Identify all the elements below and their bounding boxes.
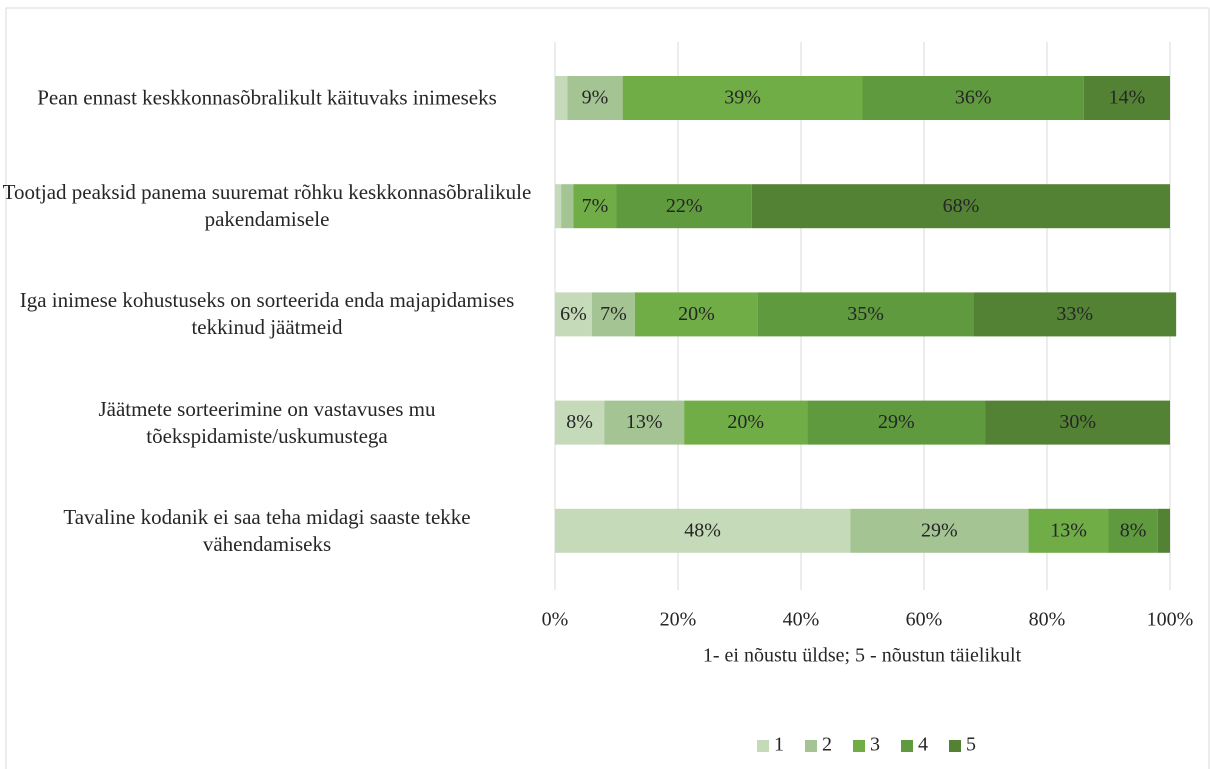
bar-segment [591,292,635,337]
bar-segment [751,184,1170,229]
legend-swatch [949,740,961,752]
bar-segment [1028,508,1109,553]
data-label: 13% [1050,519,1087,541]
legend-label: 3 [870,734,880,756]
y-tick-label: Jäätmete sorteerimine on vastavuses mu t… [98,396,436,448]
bar-segment [684,400,808,445]
data-label: 14% [1109,87,1146,109]
y-tick-label: Iga inimese kohustuseks on sorteerida en… [19,288,515,340]
y-tick-label: Tavaline kodanik ei saa teha midagi saas… [63,504,471,556]
data-label: 13% [626,411,663,433]
legend-label: 4 [918,734,928,756]
y-tick-label: Pean ennast keskkonnasõbralikult käituva… [37,85,497,110]
data-label: 22% [666,195,703,217]
bar-segment [604,400,685,445]
legend-swatch [853,740,865,752]
data-label: 33% [1056,303,1093,325]
bar-segment [1083,76,1170,120]
bar-segment [985,400,1170,445]
legend-label: 2 [822,734,832,756]
bar-segment [973,292,1177,337]
bar-segment [757,292,974,337]
x-tick-label: 40% [783,609,820,631]
data-label: 7% [600,303,627,325]
bar-segment [1157,508,1170,553]
data-label: 48% [684,519,721,541]
data-label: 7% [582,195,609,217]
x-axis-title: 1- ei nõustu üldse; 5 - nõustun täieliku… [703,645,1022,667]
data-label: 35% [847,303,884,325]
bar-segment [807,400,986,445]
data-label: 36% [955,87,992,109]
chart-border [5,7,1210,769]
data-label: 39% [724,87,761,109]
legend-label: 5 [966,734,976,756]
x-tick-label: 20% [660,609,697,631]
data-label: 20% [727,411,764,433]
data-label: 8% [566,411,593,433]
bar-segment [555,292,592,337]
bar-segment [616,184,752,229]
data-label: 6% [560,303,587,325]
bar-segment [555,184,562,229]
legend-swatch [805,740,817,752]
data-label: 29% [878,411,915,433]
legend-swatch [901,740,913,752]
bar-segment [1108,508,1158,553]
bar-segment [567,76,623,120]
x-tick-label: 60% [906,609,943,631]
data-label: 29% [921,519,958,541]
x-tick-label: 100% [1147,609,1194,631]
legend-label: 1 [774,734,784,756]
x-tick-label: 0% [542,609,569,631]
data-label: 20% [678,303,715,325]
data-label: 68% [943,195,980,217]
data-label: 30% [1059,411,1096,433]
data-label: 9% [582,87,609,109]
bar-segment [862,76,1084,120]
bar-segment [634,292,758,337]
bar-segment [555,400,605,445]
data-label: 8% [1120,519,1147,541]
bar-segment [555,508,851,553]
bar-segment [850,508,1029,553]
y-tick-label: Tootjad peaksid panema suuremat rõhku ke… [2,180,532,232]
legend-swatch [757,740,769,752]
bar-segment [622,76,863,120]
bar-segment [555,76,568,120]
bar-segment [561,184,574,229]
x-tick-label: 80% [1029,609,1066,631]
bar-segment [573,184,617,229]
